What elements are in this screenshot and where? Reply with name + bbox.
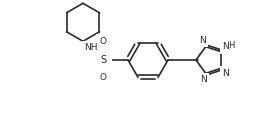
Text: S: S [100, 55, 106, 65]
Text: N: N [222, 69, 229, 78]
Text: N: N [200, 75, 207, 84]
Text: O: O [100, 37, 107, 46]
Text: N: N [199, 36, 206, 45]
Text: H: H [228, 41, 234, 50]
Text: NH: NH [84, 44, 98, 53]
Text: N: N [222, 42, 229, 51]
Text: O: O [100, 74, 107, 82]
